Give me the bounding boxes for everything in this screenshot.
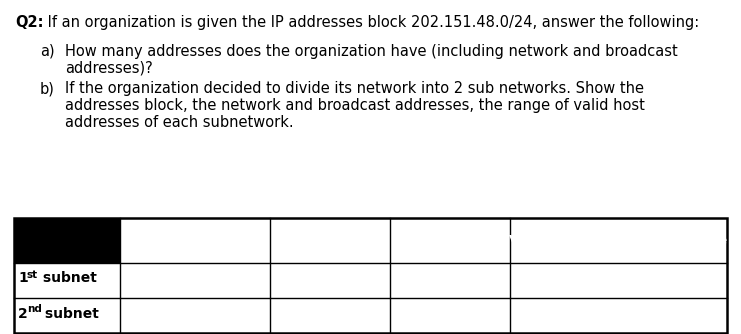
Text: 2: 2 <box>18 307 27 321</box>
Text: a): a) <box>40 44 55 59</box>
Text: addresses of each subnetwork.: addresses of each subnetwork. <box>65 115 293 130</box>
Text: nd: nd <box>27 305 42 315</box>
Text: 1: 1 <box>18 272 27 286</box>
Text: addresses)?: addresses)? <box>65 61 153 76</box>
Text: addresses block, the network and broadcast addresses, the range of valid host: addresses block, the network and broadca… <box>65 98 645 113</box>
Text: If the organization decided to divide its network into 2 sub networks. Show the: If the organization decided to divide it… <box>65 81 644 96</box>
Text: Q2:: Q2: <box>15 15 44 30</box>
Text: subnet: subnet <box>40 307 99 321</box>
Bar <box>14 218 120 263</box>
Text: st: st <box>27 270 38 280</box>
Text: b): b) <box>40 81 55 96</box>
Text: If an organization is given the IP addresses block 202.151.48.0/24, answer the f: If an organization is given the IP addre… <box>43 15 700 30</box>
Text: Broadcast
Address: Broadcast Address <box>412 226 488 255</box>
Text: Network
Address: Network Address <box>299 226 362 255</box>
Text: subnet: subnet <box>38 272 97 286</box>
Text: How many addresses does the organization have (including network and broadcast: How many addresses does the organization… <box>65 44 678 59</box>
Bar <box>14 218 727 333</box>
Text: Valid Hosts Addresses Range: Valid Hosts Addresses Range <box>510 234 728 247</box>
Text: Subnet
addresses block: Subnet addresses block <box>135 226 256 255</box>
